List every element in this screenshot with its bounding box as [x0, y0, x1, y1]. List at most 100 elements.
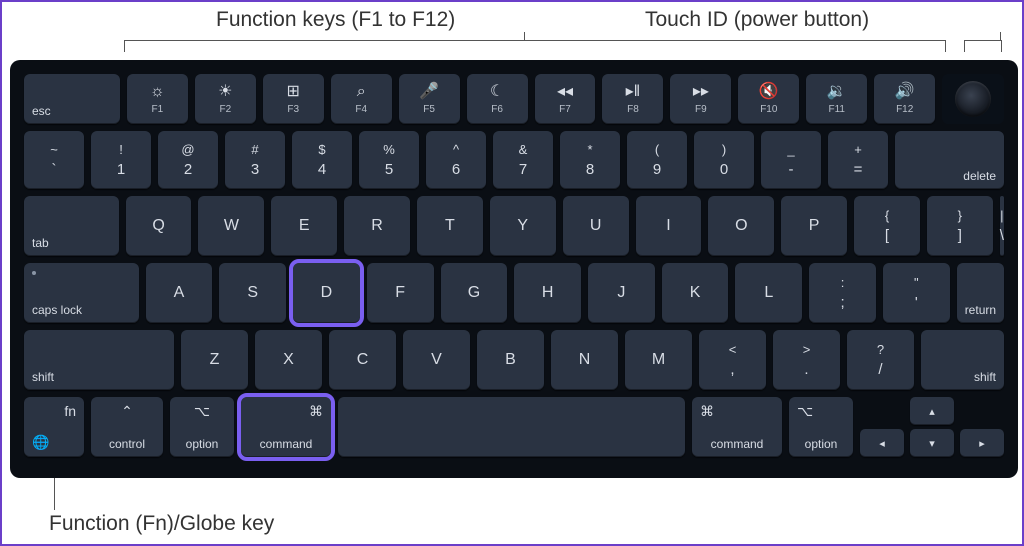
key-f8[interactable]: ▸ǁ F8	[602, 74, 663, 124]
key-command-right[interactable]: ⌘ command	[692, 397, 782, 457]
key-label: F4	[355, 104, 367, 115]
key-delete[interactable]: delete	[895, 131, 1004, 189]
key-n[interactable]: N	[551, 330, 618, 390]
key-d[interactable]: D	[293, 263, 360, 323]
key-4[interactable]: $4	[292, 131, 352, 189]
key-shift-right[interactable]: shift	[921, 330, 1004, 390]
key-shift-left[interactable]: shift	[24, 330, 174, 390]
key-h[interactable]: H	[514, 263, 581, 323]
key-3[interactable]: #3	[225, 131, 285, 189]
key-upper: #	[251, 143, 258, 156]
key-o[interactable]: O	[708, 196, 774, 256]
key-command-left[interactable]: ⌘ command	[241, 397, 331, 457]
key-space[interactable]	[338, 397, 685, 457]
key-option-right[interactable]: ⌥ option	[789, 397, 853, 457]
key-a[interactable]: A	[146, 263, 213, 323]
row-bottom: fn 🌐 ⌃ control ⌥ option ⌘ command ⌘ comm…	[24, 397, 1004, 457]
key-arrow-left[interactable]: ◂	[860, 429, 904, 457]
key-f9[interactable]: ▸▸ F9	[670, 74, 731, 124]
key-f10[interactable]: 🔇 F10	[738, 74, 799, 124]
key-b[interactable]: B	[477, 330, 544, 390]
key-1[interactable]: !1	[91, 131, 151, 189]
key-caps-lock[interactable]: caps lock	[24, 263, 139, 323]
key-label: F5	[423, 104, 435, 115]
key-f11[interactable]: 🔉 F11	[806, 74, 867, 124]
key-r[interactable]: R	[344, 196, 410, 256]
key-u[interactable]: U	[563, 196, 629, 256]
key-5[interactable]: %5	[359, 131, 419, 189]
key-f4[interactable]: ⌕ F4	[331, 74, 392, 124]
key-quote[interactable]: "'	[883, 263, 950, 323]
leader-function-keys	[524, 32, 525, 40]
key-arrow-right[interactable]: ▸	[960, 429, 1004, 457]
key-minus[interactable]: _-	[761, 131, 821, 189]
key-esc[interactable]: esc	[24, 74, 120, 124]
globe-icon: 🌐	[32, 434, 49, 451]
key-upper: ~	[50, 143, 58, 156]
key-t[interactable]: T	[417, 196, 483, 256]
key-equals[interactable]: +=	[828, 131, 888, 189]
key-i[interactable]: I	[636, 196, 702, 256]
key-letter: N	[579, 352, 591, 368]
fn-label: fn	[64, 403, 76, 419]
key-e[interactable]: E	[271, 196, 337, 256]
key-label: F10	[760, 104, 777, 115]
key-q[interactable]: Q	[126, 196, 192, 256]
key-upper: >	[803, 343, 811, 356]
key-f2[interactable]: ☀ F2	[195, 74, 256, 124]
key-f3[interactable]: ⊞ F3	[263, 74, 324, 124]
key-f12[interactable]: 🔊 F12	[874, 74, 935, 124]
key-backslash[interactable]: |\	[1000, 196, 1004, 256]
fast-forward-icon: ▸▸	[693, 84, 709, 100]
key-arrow-down[interactable]: ▾	[910, 429, 954, 457]
touch-id-button[interactable]	[942, 74, 1004, 124]
key-7[interactable]: &7	[493, 131, 553, 189]
brightness-up-icon: ☀	[218, 84, 232, 100]
key-letter: J	[617, 285, 625, 301]
key-right-bracket[interactable]: }]	[927, 196, 993, 256]
key-m[interactable]: M	[625, 330, 692, 390]
key-label: caps lock	[32, 303, 82, 317]
key-0[interactable]: )0	[694, 131, 754, 189]
key-f1[interactable]: ☼ F1	[127, 74, 188, 124]
key-k[interactable]: K	[662, 263, 729, 323]
key-left-bracket[interactable]: {[	[854, 196, 920, 256]
key-option-left[interactable]: ⌥ option	[170, 397, 234, 457]
key-tab[interactable]: tab	[24, 196, 119, 256]
row-numbers: ~ ` !1 @2 #3 $4 %5 ^6 &7 *8 (9 )0 _- += …	[24, 131, 1004, 189]
key-label: F11	[829, 104, 846, 115]
key-fn-globe[interactable]: fn 🌐	[24, 397, 84, 457]
key-label: esc	[32, 104, 51, 118]
key-x[interactable]: X	[255, 330, 322, 390]
key-arrow-up[interactable]: ▴	[910, 397, 954, 425]
key-2[interactable]: @2	[158, 131, 218, 189]
key-backtick[interactable]: ~ `	[24, 131, 84, 189]
key-label: tab	[32, 236, 49, 250]
key-f7[interactable]: ◂◂ F7	[535, 74, 596, 124]
key-y[interactable]: Y	[490, 196, 556, 256]
key-w[interactable]: W	[198, 196, 264, 256]
key-f5[interactable]: 🎤 F5	[399, 74, 460, 124]
key-c[interactable]: C	[329, 330, 396, 390]
key-l[interactable]: L	[735, 263, 802, 323]
key-v[interactable]: V	[403, 330, 470, 390]
key-comma[interactable]: <,	[699, 330, 766, 390]
key-letter: V	[431, 352, 442, 368]
key-z[interactable]: Z	[181, 330, 248, 390]
key-j[interactable]: J	[588, 263, 655, 323]
key-6[interactable]: ^6	[426, 131, 486, 189]
key-control[interactable]: ⌃ control	[91, 397, 163, 457]
key-s[interactable]: S	[219, 263, 286, 323]
key-period[interactable]: >.	[773, 330, 840, 390]
key-9[interactable]: (9	[627, 131, 687, 189]
key-f6[interactable]: ☾ F6	[467, 74, 528, 124]
key-8[interactable]: *8	[560, 131, 620, 189]
key-letter: X	[283, 352, 294, 368]
key-p[interactable]: P	[781, 196, 847, 256]
key-return[interactable]: return	[957, 263, 1004, 323]
key-slash[interactable]: ?/	[847, 330, 914, 390]
key-semicolon[interactable]: :;	[809, 263, 876, 323]
key-g[interactable]: G	[441, 263, 508, 323]
key-lower: /	[878, 362, 882, 377]
key-f[interactable]: F	[367, 263, 434, 323]
